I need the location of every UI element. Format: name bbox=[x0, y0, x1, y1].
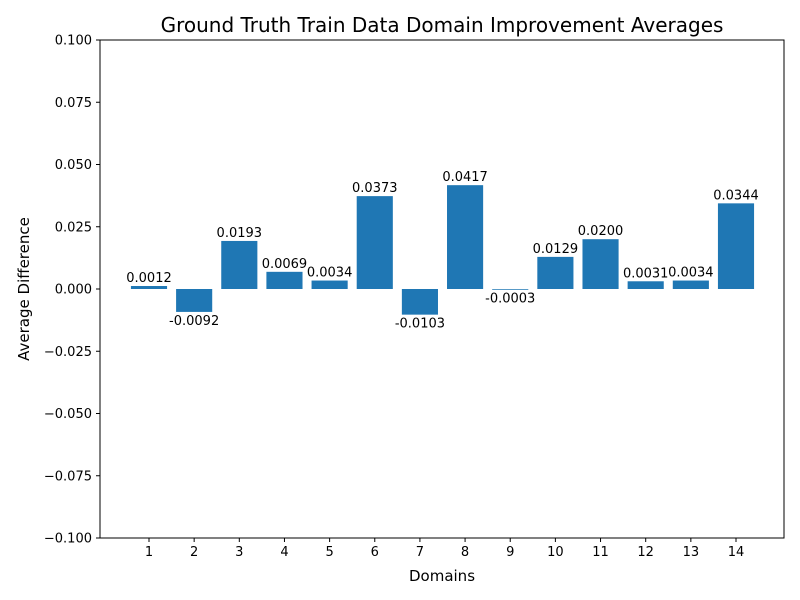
x-axis-label: Domains bbox=[409, 567, 475, 585]
y-tick-label: 0.100 bbox=[55, 34, 92, 49]
x-tick-label: 9 bbox=[506, 545, 514, 560]
bar bbox=[537, 256, 574, 289]
y-tick-label: −0.100 bbox=[44, 532, 92, 547]
chart-title: Ground Truth Train Data Domain Improveme… bbox=[161, 13, 724, 37]
bar bbox=[447, 185, 484, 289]
bar-value-label: 0.0069 bbox=[262, 257, 308, 272]
bar-value-label: 0.0031 bbox=[623, 266, 669, 281]
y-tick-label: −0.050 bbox=[44, 407, 92, 422]
y-tick-label: 0.025 bbox=[55, 220, 92, 235]
bar-value-label: 0.0200 bbox=[578, 224, 624, 239]
bar-value-label: 0.0193 bbox=[217, 226, 263, 241]
bar bbox=[672, 280, 709, 289]
y-tick-label: 0.075 bbox=[55, 96, 92, 111]
bar bbox=[717, 203, 755, 289]
bar-value-label: -0.0092 bbox=[169, 314, 219, 329]
x-tick-label: 14 bbox=[728, 545, 745, 560]
bar-value-label: -0.0103 bbox=[395, 317, 445, 332]
bar bbox=[266, 271, 303, 289]
bar bbox=[582, 239, 619, 289]
bar bbox=[221, 240, 258, 289]
bar-value-label: 0.0344 bbox=[713, 188, 759, 203]
x-tick-label: 10 bbox=[547, 545, 564, 560]
y-tick-label: 0.000 bbox=[55, 283, 92, 298]
bar-value-label: 0.0417 bbox=[442, 170, 488, 185]
bar-value-label: 0.0034 bbox=[668, 266, 714, 281]
x-tick-label: 12 bbox=[637, 545, 654, 560]
bar bbox=[176, 289, 213, 312]
bar bbox=[311, 280, 348, 289]
x-tick-label: 6 bbox=[371, 545, 379, 560]
x-tick-label: 5 bbox=[325, 545, 333, 560]
bar-value-label: 0.0012 bbox=[126, 271, 172, 286]
x-tick-label: 8 bbox=[461, 545, 469, 560]
x-tick-label: 4 bbox=[280, 545, 288, 560]
bar-value-label: 0.0129 bbox=[533, 242, 579, 257]
bar bbox=[356, 196, 393, 289]
y-tick-label: −0.025 bbox=[44, 345, 92, 360]
y-axis-label: Average Difference bbox=[15, 217, 33, 361]
x-tick-label: 1 bbox=[145, 545, 153, 560]
bar bbox=[492, 289, 529, 290]
x-tick-label: 3 bbox=[235, 545, 243, 560]
x-tick-label: 13 bbox=[683, 545, 700, 560]
bar bbox=[401, 289, 438, 315]
x-tick-label: 7 bbox=[416, 545, 424, 560]
bar bbox=[130, 286, 168, 289]
y-tick-label: −0.075 bbox=[44, 469, 92, 484]
bar bbox=[627, 281, 664, 289]
bar-value-label: 0.0034 bbox=[307, 266, 353, 281]
x-tick-label: 11 bbox=[592, 545, 609, 560]
plot-frame bbox=[99, 39, 785, 539]
bar-value-label: -0.0003 bbox=[485, 292, 535, 307]
y-tick-label: 0.050 bbox=[55, 158, 92, 173]
x-tick-label: 2 bbox=[190, 545, 198, 560]
bar-value-label: 0.0373 bbox=[352, 181, 398, 196]
